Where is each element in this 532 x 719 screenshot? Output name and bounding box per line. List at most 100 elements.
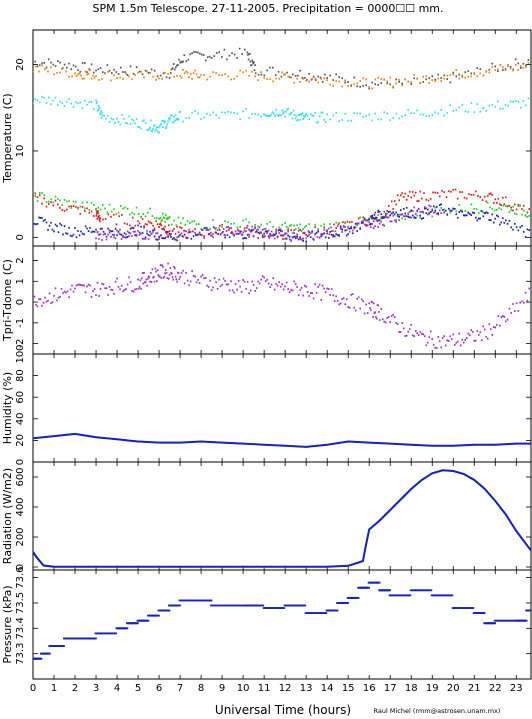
data-point — [321, 81, 324, 83]
data-point — [171, 114, 173, 117]
data-point — [50, 103, 52, 106]
data-point — [439, 594, 443, 597]
data-point — [429, 589, 433, 592]
data-point — [67, 433, 69, 436]
data-point — [148, 127, 151, 130]
data-point — [422, 210, 425, 213]
data-point — [473, 111, 476, 113]
data-point — [66, 290, 69, 293]
data-point — [507, 619, 511, 622]
data-point — [146, 284, 148, 287]
data-point — [256, 565, 258, 568]
data-point — [245, 237, 247, 240]
data-point — [305, 234, 307, 236]
data-point — [431, 75, 434, 78]
data-point — [84, 291, 87, 294]
data-point — [174, 275, 177, 278]
data-point — [514, 63, 517, 66]
data-point — [243, 237, 246, 239]
data-point — [336, 225, 339, 227]
data-point — [91, 435, 94, 438]
data-point — [312, 75, 315, 78]
data-point — [95, 228, 97, 231]
data-point — [507, 104, 509, 107]
data-point — [101, 239, 103, 241]
data-point — [137, 220, 139, 223]
data-point — [383, 210, 386, 213]
data-point — [326, 232, 328, 235]
data-point — [452, 470, 455, 472]
data-point — [308, 118, 310, 120]
data-point — [52, 201, 55, 204]
data-point — [521, 213, 523, 216]
data-point — [138, 231, 141, 234]
data-point — [303, 604, 307, 607]
data-point — [251, 113, 253, 115]
data-point — [159, 223, 161, 226]
data-point — [78, 234, 81, 237]
data-point — [164, 120, 166, 123]
data-point — [99, 227, 102, 230]
data-point — [59, 222, 61, 225]
data-point — [79, 70, 82, 73]
data-point — [77, 207, 79, 210]
data-point — [114, 121, 116, 124]
data-point — [98, 436, 101, 439]
data-point — [129, 123, 132, 125]
data-point — [338, 234, 340, 237]
data-point — [179, 276, 181, 278]
data-point — [176, 117, 178, 120]
data-point — [255, 287, 258, 289]
data-point — [252, 62, 255, 65]
data-point — [44, 68, 46, 70]
data-point — [409, 589, 413, 592]
data-point — [228, 227, 231, 229]
data-point — [363, 554, 365, 557]
data-point — [480, 339, 483, 342]
data-point — [310, 612, 314, 614]
y-tick-label: 73.4 — [15, 617, 26, 639]
data-point — [209, 114, 211, 117]
data-point — [278, 113, 281, 116]
data-point — [161, 441, 164, 444]
data-point — [266, 232, 268, 235]
data-point — [497, 215, 500, 218]
data-point — [242, 237, 244, 240]
data-point — [504, 320, 507, 323]
data-point — [395, 211, 398, 214]
data-point — [336, 234, 339, 236]
data-point — [294, 604, 298, 607]
data-point — [90, 210, 93, 213]
data-point — [230, 232, 232, 235]
data-point — [387, 315, 390, 318]
data-point — [96, 632, 100, 635]
data-point — [417, 444, 420, 446]
data-point — [410, 196, 413, 199]
data-point — [462, 214, 465, 217]
data-point — [261, 236, 264, 239]
data-point — [59, 61, 61, 64]
data-point — [156, 130, 159, 133]
data-point — [278, 281, 280, 284]
data-point — [519, 226, 521, 229]
data-point — [513, 527, 516, 530]
data-point — [461, 472, 463, 475]
data-point — [77, 230, 79, 232]
data-point — [178, 58, 180, 61]
data-point — [371, 525, 374, 528]
data-point — [332, 114, 334, 117]
data-point — [377, 76, 380, 79]
data-point — [285, 237, 288, 240]
data-point — [298, 445, 300, 448]
data-point — [75, 284, 78, 287]
data-point — [469, 607, 473, 609]
data-point — [428, 115, 431, 117]
data-point — [512, 303, 514, 305]
data-point — [171, 223, 173, 226]
data-point — [137, 126, 139, 128]
data-point — [392, 211, 395, 214]
data-point — [191, 52, 193, 55]
data-point — [399, 194, 402, 197]
data-point — [97, 206, 100, 209]
